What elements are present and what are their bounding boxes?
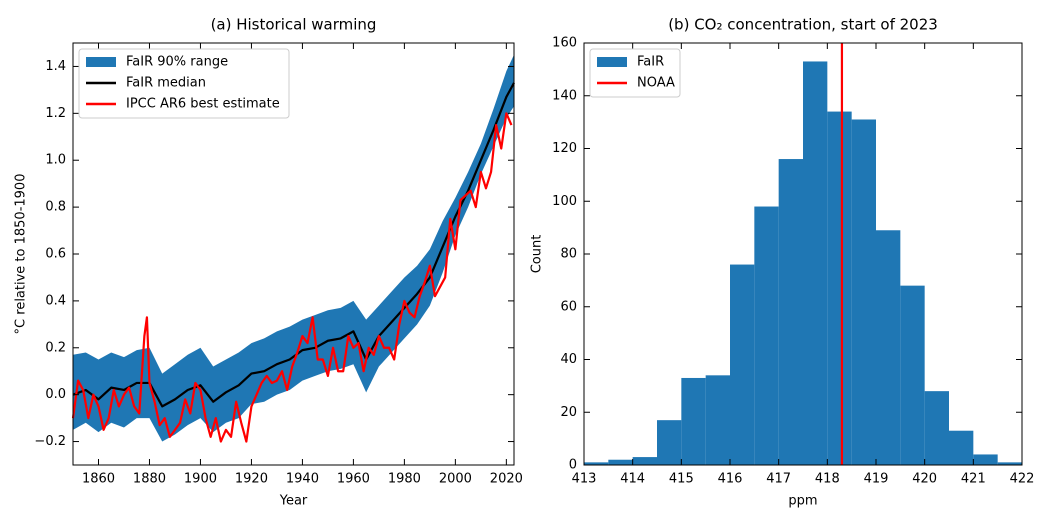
y-axis-label: Count <box>530 235 545 274</box>
histogram-bar <box>924 391 949 465</box>
legend-label: NOAA <box>637 76 675 91</box>
x-tick-label: 2020 <box>490 472 523 487</box>
x-tick-label: 1860 <box>82 472 115 487</box>
y-tick-label: 160 <box>552 36 577 51</box>
histogram-bar <box>778 159 803 466</box>
y-axis-label: °C relative to 1850-1900 <box>14 174 29 335</box>
y-tick-label: 40 <box>560 352 577 367</box>
x-tick-label: 1960 <box>337 472 370 487</box>
histogram-bar <box>997 462 1022 465</box>
histogram-bar <box>608 459 633 465</box>
y-tick-label: 0.4 <box>45 293 66 308</box>
legend-swatch <box>597 57 627 67</box>
histogram-bar <box>803 61 828 466</box>
series-line <box>71 112 513 443</box>
x-tick-label: 416 <box>718 472 743 487</box>
x-axis-label: ppm <box>788 494 817 509</box>
legend-swatch <box>86 57 116 67</box>
x-tick-label: 413 <box>572 472 597 487</box>
x-tick-label: 419 <box>864 472 889 487</box>
y-tick-label: 0.2 <box>45 340 66 355</box>
y-tick-label: 20 <box>560 405 577 420</box>
y-tick-label: −0.2 <box>34 434 66 449</box>
x-tick-label: 421 <box>961 472 986 487</box>
y-tick-label: 120 <box>552 141 577 156</box>
y-tick-label: 0 <box>569 458 577 473</box>
histogram-bar <box>754 206 779 465</box>
legend-box <box>78 48 290 119</box>
histogram-bar <box>681 377 706 465</box>
histogram-bar <box>657 420 682 465</box>
x-tick-label: 420 <box>912 472 937 487</box>
y-tick-label: 1.0 <box>45 153 66 168</box>
x-tick-label: 418 <box>815 472 840 487</box>
chart-title: (a) Historical warming <box>211 16 377 34</box>
x-tick-label: 1980 <box>388 472 421 487</box>
y-tick-label: 0.6 <box>45 247 66 262</box>
histogram-bar <box>705 375 730 465</box>
histogram-bar <box>900 285 925 465</box>
x-tick-label: 422 <box>1010 472 1035 487</box>
y-tick-label: 60 <box>560 299 577 314</box>
x-tick-label: 1900 <box>184 472 217 487</box>
histogram-bar <box>949 430 974 465</box>
x-tick-label: 1940 <box>286 472 319 487</box>
y-tick-label: 1.2 <box>45 106 66 121</box>
y-tick-label: 0.8 <box>45 200 66 215</box>
x-tick-label: 1880 <box>133 472 166 487</box>
y-tick-label: 80 <box>560 247 577 262</box>
x-tick-label: 414 <box>620 472 645 487</box>
legend-label: IPCC AR6 best estimate <box>126 97 280 112</box>
x-tick-label: 2000 <box>439 472 472 487</box>
histogram-bar <box>632 457 657 465</box>
chart-title: (b) CO₂ concentration, start of 2023 <box>668 16 938 34</box>
y-tick-label: 1.4 <box>45 59 66 74</box>
y-tick-label: 140 <box>552 88 577 103</box>
legend-label: FaIR <box>637 55 664 70</box>
legend-label: FaIR 90% range <box>126 55 228 70</box>
x-tick-label: 1920 <box>235 472 268 487</box>
histogram-bar <box>973 454 998 465</box>
histogram-bar <box>876 230 901 465</box>
histogram-bar <box>851 119 876 466</box>
x-tick-label: 415 <box>669 472 694 487</box>
legend-label: FaIR median <box>126 76 206 91</box>
histogram-bar <box>827 111 852 465</box>
y-tick-label: 0.0 <box>45 387 66 402</box>
x-axis-label: Year <box>279 494 308 509</box>
histogram-bar <box>584 462 609 465</box>
histogram-bar <box>730 264 755 465</box>
y-tick-label: 100 <box>552 194 577 209</box>
x-tick-label: 417 <box>766 472 791 487</box>
